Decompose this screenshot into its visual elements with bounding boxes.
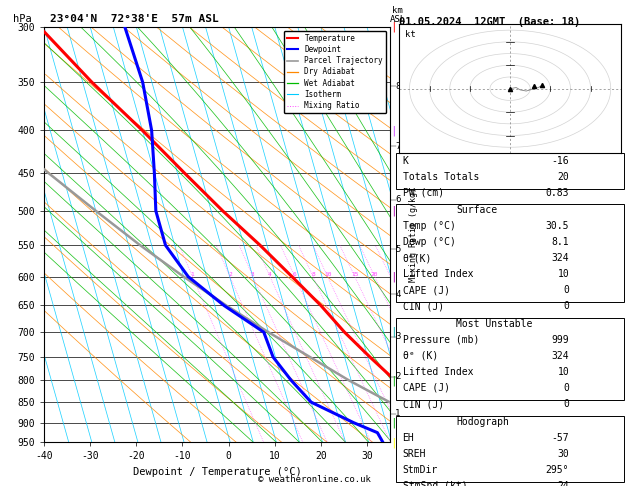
Text: |: |: [391, 437, 398, 448]
Text: km
ASL: km ASL: [390, 6, 406, 24]
Text: 24: 24: [557, 481, 569, 486]
Text: © weatheronline.co.uk: © weatheronline.co.uk: [258, 474, 371, 484]
Text: Mixing Ratio (g/kg): Mixing Ratio (g/kg): [409, 187, 418, 282]
Text: 4: 4: [395, 290, 401, 299]
Text: 20: 20: [557, 172, 569, 182]
Text: StmSpd (kt): StmSpd (kt): [403, 481, 467, 486]
Text: 01.05.2024  12GMT  (Base: 18): 01.05.2024 12GMT (Base: 18): [399, 17, 581, 27]
Text: EH: EH: [403, 433, 415, 443]
Text: 2: 2: [395, 372, 401, 381]
Text: 30: 30: [557, 449, 569, 459]
Text: 30.5: 30.5: [546, 221, 569, 231]
Text: 5: 5: [395, 244, 401, 254]
Text: 23°04'N  72°38'E  57m ASL: 23°04'N 72°38'E 57m ASL: [50, 14, 219, 24]
Text: 0: 0: [564, 285, 569, 295]
Text: |: |: [391, 327, 398, 337]
Text: Dewp (°C): Dewp (°C): [403, 237, 455, 247]
Text: 15: 15: [351, 272, 359, 277]
Text: 324: 324: [552, 351, 569, 361]
Text: 6: 6: [293, 272, 297, 277]
Text: Lifted Index: Lifted Index: [403, 269, 473, 279]
Text: 8.1: 8.1: [552, 237, 569, 247]
Text: SREH: SREH: [403, 449, 426, 459]
Text: |: |: [391, 206, 398, 216]
Text: Hodograph: Hodograph: [456, 417, 509, 427]
Text: K: K: [403, 156, 408, 166]
Text: 6: 6: [395, 195, 401, 205]
Text: |: |: [391, 125, 398, 136]
X-axis label: Dewpoint / Temperature (°C): Dewpoint / Temperature (°C): [133, 467, 301, 477]
Text: CAPE (J): CAPE (J): [403, 285, 450, 295]
Text: kt: kt: [406, 30, 416, 39]
Text: Most Unstable: Most Unstable: [456, 319, 532, 329]
Text: 2: 2: [228, 272, 231, 277]
Text: 1: 1: [191, 272, 194, 277]
Legend: Temperature, Dewpoint, Parcel Trajectory, Dry Adiabat, Wet Adiabat, Isotherm, Mi: Temperature, Dewpoint, Parcel Trajectory…: [284, 31, 386, 113]
Text: PW (cm): PW (cm): [403, 188, 443, 198]
Text: θᵉ(K): θᵉ(K): [403, 253, 432, 263]
Text: |: |: [391, 21, 398, 32]
Text: 3: 3: [251, 272, 255, 277]
Text: 8: 8: [311, 272, 315, 277]
Text: Pressure (mb): Pressure (mb): [403, 335, 479, 345]
Text: |: |: [391, 375, 398, 385]
Text: 8: 8: [395, 82, 401, 91]
Text: CIN (J): CIN (J): [403, 301, 443, 312]
Text: StmDir: StmDir: [403, 465, 438, 475]
Text: 20: 20: [371, 272, 379, 277]
Text: 10: 10: [324, 272, 331, 277]
Text: 3: 3: [395, 332, 401, 341]
Text: 10: 10: [557, 367, 569, 377]
Text: hPa: hPa: [13, 14, 31, 24]
Text: 1: 1: [395, 409, 401, 418]
Text: 0: 0: [564, 399, 569, 409]
Text: 999: 999: [552, 335, 569, 345]
Text: 0: 0: [564, 301, 569, 312]
Text: |: |: [391, 417, 398, 428]
Text: -16: -16: [552, 156, 569, 166]
Text: -57: -57: [552, 433, 569, 443]
Text: 10: 10: [557, 269, 569, 279]
Text: 0.83: 0.83: [546, 188, 569, 198]
Text: θᵉ (K): θᵉ (K): [403, 351, 438, 361]
Text: Surface: Surface: [456, 205, 497, 215]
Text: CAPE (J): CAPE (J): [403, 383, 450, 393]
Text: CIN (J): CIN (J): [403, 399, 443, 409]
Text: 4: 4: [268, 272, 272, 277]
Text: 324: 324: [552, 253, 569, 263]
Text: 295°: 295°: [546, 465, 569, 475]
Text: 7: 7: [395, 142, 401, 151]
Text: 0: 0: [564, 383, 569, 393]
Text: Totals Totals: Totals Totals: [403, 172, 479, 182]
Text: Lifted Index: Lifted Index: [403, 367, 473, 377]
Text: |: |: [391, 271, 398, 282]
Text: Temp (°C): Temp (°C): [403, 221, 455, 231]
